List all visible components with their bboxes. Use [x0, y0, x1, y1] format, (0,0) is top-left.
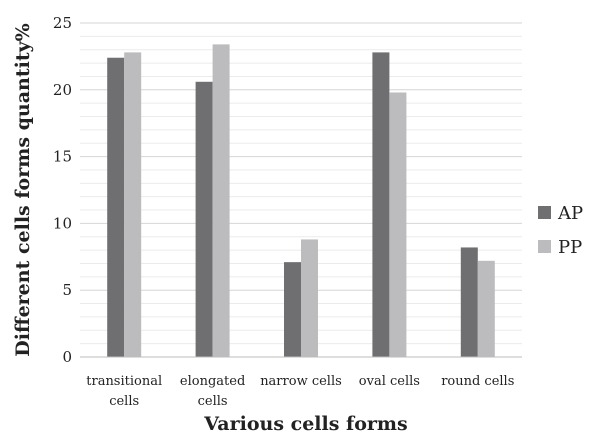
legend-swatch-ap: [538, 206, 551, 219]
y-tick-label: 5: [62, 281, 72, 299]
x-tick-label: transitional cells: [86, 374, 162, 409]
legend-label-ap: AP: [557, 203, 583, 224]
y-tick-label: 25: [53, 14, 72, 32]
x-axis-title: Various cells forms: [203, 413, 407, 435]
bar-ap-5: [460, 247, 478, 357]
legend-swatch-pp: [538, 240, 551, 253]
bar-pp-1: [124, 52, 142, 357]
y-axis-title: Different cells forms quantity%: [12, 23, 34, 356]
legend-label-pp: PP: [558, 237, 582, 258]
y-tick-label: 10: [53, 214, 72, 232]
y-tick-labels: 0 5 10 15 20 25: [53, 14, 72, 366]
x-tick-label: round cells: [441, 374, 514, 389]
x-tick-label: elongated cells: [180, 374, 245, 409]
x-tick-label: narrow cells: [260, 374, 342, 389]
bar-ap-1: [107, 57, 125, 358]
bars: [107, 44, 495, 358]
gridlines: [80, 22, 522, 345]
x-tick-label: oval cells: [359, 374, 420, 389]
bar-pp-2: [212, 44, 230, 357]
bar-pp-5: [477, 260, 495, 357]
bar-ap-2: [195, 81, 213, 357]
bar-ap-3: [284, 262, 301, 357]
bar-pp-4: [389, 92, 407, 358]
bar-ap-4: [372, 52, 390, 357]
y-tick-label: 0: [62, 348, 72, 366]
y-tick-label: 15: [53, 148, 72, 166]
legend: AP PP: [538, 203, 583, 258]
bar-pp-3: [301, 239, 318, 357]
x-tick-labels: transitional cells elongated cells narrow ce…: [86, 374, 514, 409]
y-tick-label: 20: [53, 81, 72, 99]
